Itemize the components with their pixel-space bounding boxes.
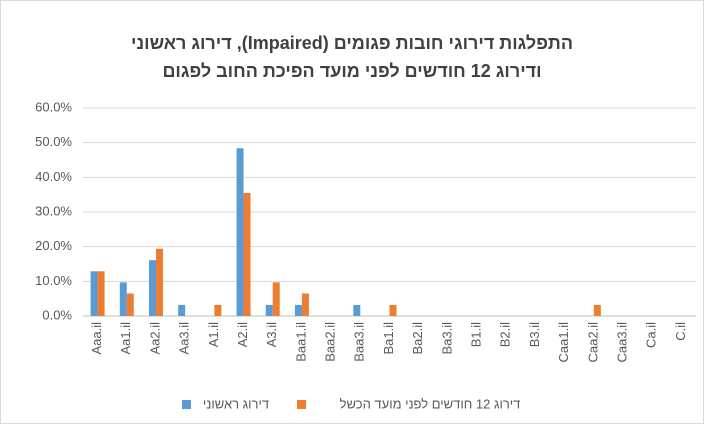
bar <box>265 304 273 316</box>
y-tick-label: 10.0% <box>35 273 72 288</box>
bar <box>272 282 280 316</box>
x-tick-label: Caa2.il <box>585 322 600 363</box>
legend-swatch <box>297 400 306 409</box>
y-tick-label: 60.0% <box>35 99 72 114</box>
x-tick-label: Ba3.il <box>439 322 454 355</box>
x-tick-label: Baa2.il <box>323 322 338 362</box>
x-tick-label: Ba2.il <box>410 322 425 355</box>
x-tick-label: Caa3.il <box>614 322 629 363</box>
y-tick-label: 20.0% <box>35 238 72 253</box>
bar <box>243 192 251 316</box>
bar <box>126 293 134 316</box>
bar <box>155 248 163 316</box>
x-tick-label: A1.il <box>206 322 221 347</box>
bar <box>97 271 105 316</box>
bar <box>178 304 186 316</box>
bar <box>593 304 601 316</box>
x-tick-label: Baa1.il <box>293 322 308 362</box>
x-tick-label: Baa3.il <box>352 322 367 362</box>
x-tick-label: Ca.il <box>644 322 659 348</box>
bar <box>236 148 244 316</box>
y-tick-label: 50.0% <box>35 134 72 149</box>
x-tick-label: Ba1.il <box>381 322 396 355</box>
x-tick-label: B3.il <box>527 322 542 347</box>
bar <box>389 304 397 316</box>
legend-label: דירוג 12 חודשים לפני מועד הכשל <box>340 396 521 411</box>
bar <box>90 271 98 316</box>
bar <box>148 260 156 316</box>
chart-title: ודירוג 12 חודשים לפני מועד הפיכת החוב לפ… <box>162 61 541 81</box>
x-tick-label: A3.il <box>264 322 279 347</box>
bar <box>301 293 309 316</box>
y-tick-label: 0.0% <box>42 307 72 322</box>
x-tick-label: Aa3.il <box>177 322 192 355</box>
x-tick-label: Caa1.il <box>556 322 571 363</box>
bar <box>294 304 302 316</box>
x-tick-label: B2.il <box>498 322 513 347</box>
bar <box>119 282 127 316</box>
legend-label: דירוג ראשוני <box>203 396 269 411</box>
x-tick-label: Aa2.il <box>147 322 162 355</box>
y-tick-label: 30.0% <box>35 203 72 218</box>
bar <box>214 304 222 316</box>
x-tick-label: Aa1.il <box>118 322 133 355</box>
x-tick-label: B1.il <box>469 322 484 347</box>
x-tick-label: A2.il <box>235 322 250 347</box>
chart-title: התפלגות דירוגי חובות פגומים (Impaired), … <box>131 33 573 53</box>
legend-swatch <box>182 400 191 409</box>
x-tick-label: C.il <box>673 322 688 341</box>
y-tick-label: 40.0% <box>35 169 72 184</box>
bar <box>353 304 361 316</box>
x-tick-label: Aaa.il <box>89 322 104 355</box>
